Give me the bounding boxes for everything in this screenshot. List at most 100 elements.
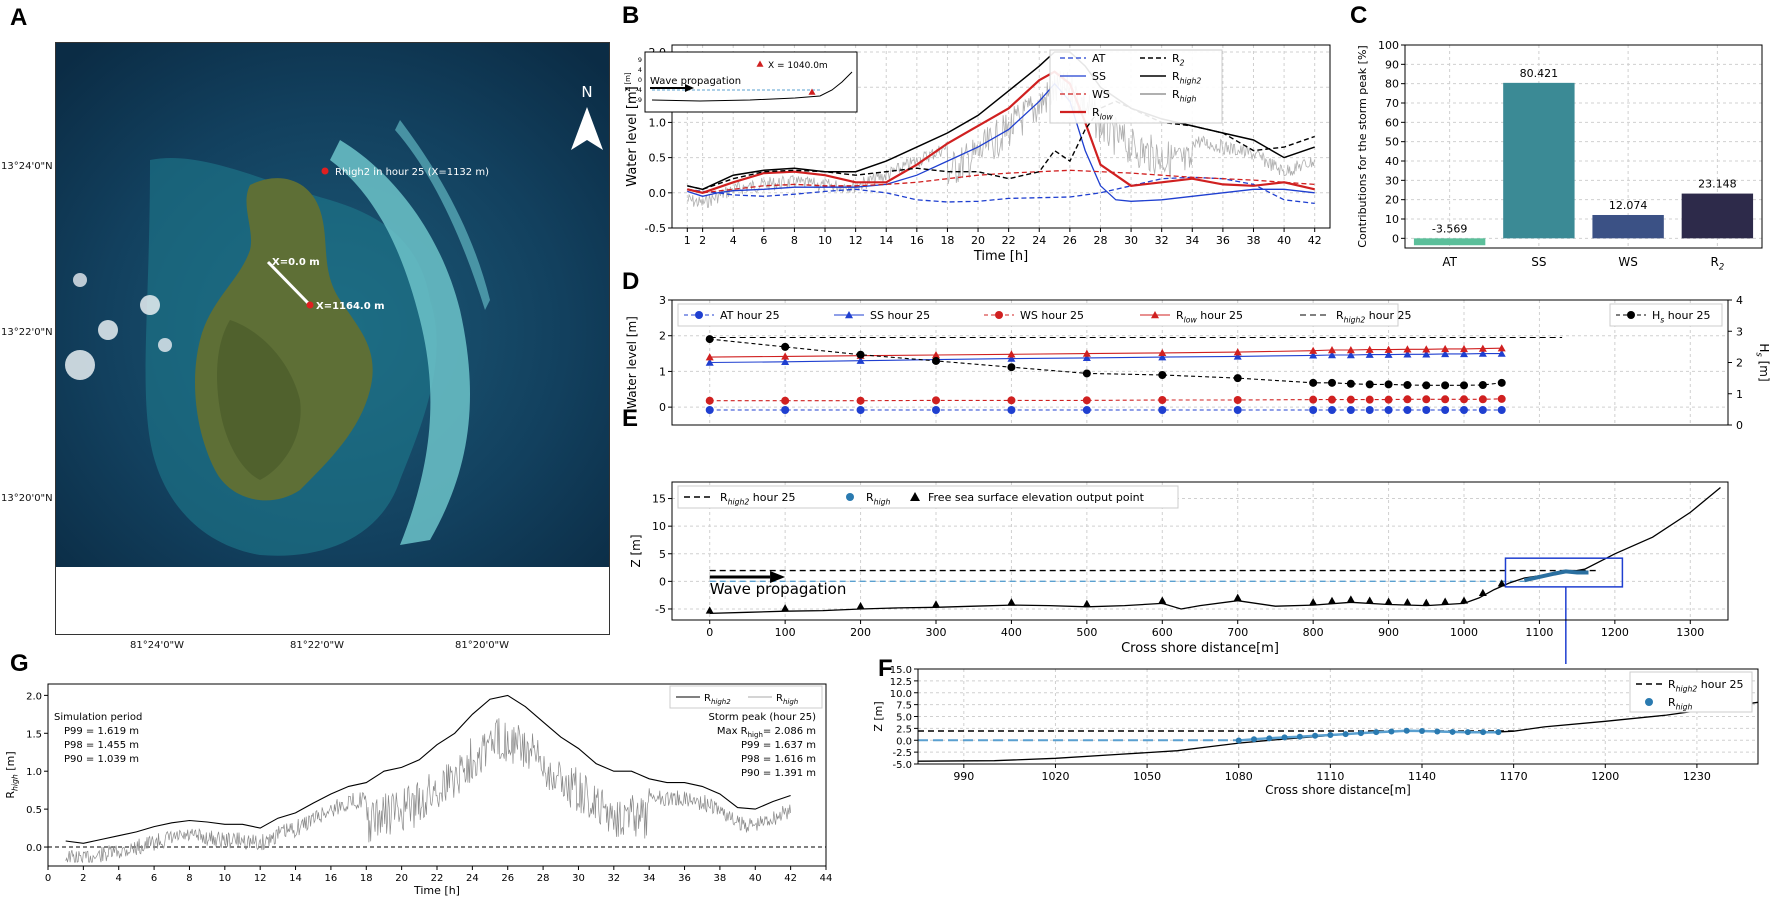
- f-legend-marker-rhigh: [1645, 698, 1653, 706]
- map-svg: Rhigh2 in hour 25 (X=1132 m) X=0.0 m X=1…: [55, 42, 610, 626]
- g-right-text: P98 = 1.616 m: [741, 754, 816, 765]
- c-xtick-label-at: AT: [1442, 255, 1457, 269]
- d-point: [1346, 346, 1355, 354]
- g-ytick-label: 1.0: [26, 767, 42, 778]
- panel-label-g: G: [10, 650, 29, 677]
- g-ytick-label: 0.0: [26, 843, 42, 854]
- f-rhigh-point: [1434, 728, 1441, 735]
- c-ytick-label: 50: [1385, 136, 1399, 149]
- e-output-point: [1460, 596, 1468, 604]
- d-point: [1309, 406, 1318, 414]
- e-xtick-label: 500: [1076, 626, 1097, 639]
- b-rhigh-series: [686, 71, 1315, 208]
- d-axes: [671, 299, 1729, 426]
- panel-label-f: F: [878, 655, 893, 682]
- panel-label-d: D: [622, 268, 640, 295]
- e-xtick-label: 0: [706, 626, 713, 639]
- c-ytick-label: 30: [1385, 174, 1399, 187]
- f-xtick-label: 1080: [1225, 770, 1253, 783]
- d-ylabel: Water level [m]: [625, 316, 639, 409]
- c-ytick-label: 40: [1385, 155, 1399, 168]
- f-xtick-label: 1140: [1408, 770, 1436, 783]
- d-point: [1478, 381, 1487, 389]
- e-output-point: [705, 606, 714, 614]
- g-right-text: P99 = 1.637 m: [741, 740, 816, 751]
- f-ytick-label: 15.0: [890, 665, 912, 676]
- g-ylabel: Rhigh [m]: [4, 751, 19, 798]
- g-legend: Rhigh2 Rhigh: [669, 685, 823, 709]
- g-xtick-label: 24: [466, 873, 479, 884]
- b-legend-label-rhigh: Rhigh: [1172, 88, 1197, 103]
- map-lat-label-1: 13°24'0"N: [1, 161, 53, 172]
- g-xtick-label: 40: [749, 873, 762, 884]
- g-legend-label-rhigh2: Rhigh2: [704, 693, 731, 706]
- d-series-line: [709, 398, 1502, 402]
- f-ytick-label: 12.5: [890, 677, 912, 688]
- g-ytick-label: 1.5: [26, 729, 42, 740]
- e-xtick-label: 200: [850, 626, 871, 639]
- g-xtick-label: 18: [360, 873, 373, 884]
- d-point: [1007, 350, 1016, 358]
- b-ytick-label: 0.0: [649, 187, 667, 200]
- d-point: [1007, 363, 1016, 372]
- d-point: [1478, 349, 1487, 357]
- e-ytick-label: 5: [659, 548, 666, 561]
- e-output-point: [1478, 588, 1487, 597]
- d-point: [1478, 406, 1487, 414]
- b-legend-label-rlow: Rlow: [1092, 106, 1113, 121]
- d-point: [1007, 354, 1016, 362]
- e-xtick-label: 100: [775, 626, 796, 639]
- f-ytick-label: 10.0: [890, 689, 912, 700]
- f-rhigh-point: [1373, 729, 1380, 736]
- b-xtick-label: 38: [1246, 234, 1260, 247]
- map-lon-label-2: 81°22'0"W: [290, 640, 345, 651]
- d-point: [1082, 349, 1091, 357]
- b-legend-label-ss: SS: [1092, 70, 1106, 83]
- f-rhigh-point: [1327, 732, 1334, 739]
- f-ytick-label: 0.0: [896, 736, 912, 747]
- c-ytick-label: 70: [1385, 97, 1399, 110]
- c-xtick-label-r2: R2: [1711, 255, 1725, 272]
- f-rhigh-point: [1480, 729, 1487, 736]
- d-point: [1328, 351, 1336, 359]
- d-legend-marker: [995, 311, 1003, 319]
- b-inset-ytick: 4: [638, 66, 642, 74]
- d-point: [1422, 381, 1431, 390]
- satellite-map: Rhigh2 in hour 25 (X=1132 m) X=0.0 m X=1…: [0, 0, 615, 626]
- b-xtick-label: 8: [791, 234, 798, 247]
- d-point: [781, 342, 790, 351]
- panel-label-e: E: [622, 405, 639, 432]
- b-inset-output-point: [808, 88, 816, 95]
- e-legend-marker-rhigh: [846, 493, 854, 501]
- d-point: [1460, 395, 1468, 404]
- d-ytick2-label: 0: [1736, 419, 1743, 432]
- d-point: [1309, 395, 1318, 404]
- g-xtick-label: 2: [80, 873, 86, 884]
- c-xtick-label-ws: WS: [1618, 255, 1637, 269]
- e-output-point: [856, 601, 865, 610]
- e-xtick-label: 1200: [1601, 626, 1629, 639]
- g-axes: [47, 683, 827, 867]
- g-legend-label-rhigh: Rhigh: [776, 693, 798, 706]
- map-rhigh2-marker: [321, 167, 329, 175]
- d-point: [1233, 406, 1242, 414]
- d-point: [1007, 396, 1016, 405]
- g-xtick-label: 36: [678, 873, 691, 884]
- d-point: [1403, 406, 1412, 414]
- d-point: [1441, 395, 1450, 404]
- d-legend-label-at: AT hour 25: [720, 309, 780, 322]
- c-bar-ws: [1592, 214, 1664, 239]
- d-point: [1309, 346, 1318, 354]
- f-xtick-label: 990: [953, 770, 974, 783]
- d-series-line: [709, 347, 1502, 358]
- d-point: [781, 352, 790, 360]
- b-xtick-label: 4: [730, 234, 737, 247]
- b-xtick-label: 18: [940, 234, 954, 247]
- d-point: [1422, 406, 1431, 414]
- e-output-point: [1365, 596, 1374, 604]
- d-legend-marker: [1151, 311, 1159, 319]
- d-point: [1328, 378, 1336, 387]
- g-xtick-label: 6: [151, 873, 157, 884]
- e-output-point: [1309, 598, 1318, 606]
- d-point: [1422, 395, 1431, 404]
